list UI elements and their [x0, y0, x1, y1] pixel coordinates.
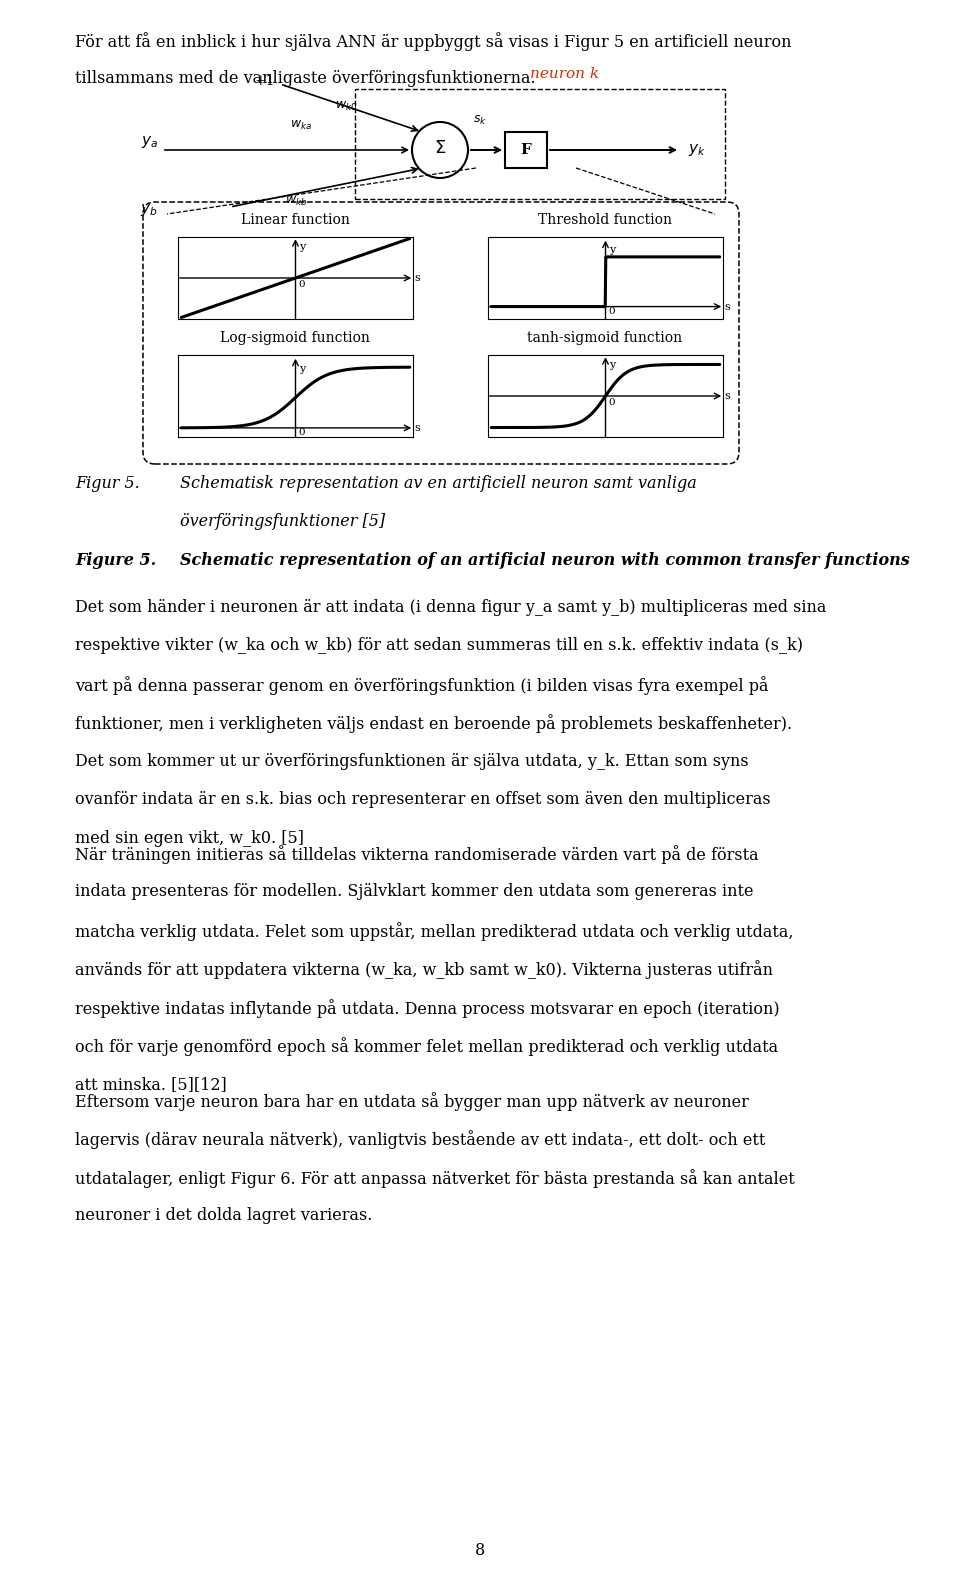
- Text: att minska. [5][12]: att minska. [5][12]: [75, 1076, 227, 1093]
- Text: och för varje genomförd epoch så kommer felet mellan predikterad och verklig utd: och för varje genomförd epoch så kommer …: [75, 1038, 779, 1057]
- Text: används för att uppdatera vikterna (w_ka, w_kb samt w_k0). Vikterna justeras uti: används för att uppdatera vikterna (w_ka…: [75, 960, 773, 979]
- Text: 8: 8: [475, 1543, 485, 1558]
- FancyBboxPatch shape: [505, 132, 547, 168]
- Text: Det som kommer ut ur överföringsfunktionen är själva utdata, y_k. Ettan som syns: Det som kommer ut ur överföringsfunktion…: [75, 752, 749, 770]
- Text: Schematic representation of an artificial neuron with common transfer functions: Schematic representation of an artificia…: [180, 552, 910, 570]
- Text: $s_k$: $s_k$: [473, 114, 487, 127]
- Text: Schematisk representation av en artificiell neuron samt vanliga: Schematisk representation av en artifici…: [180, 475, 697, 492]
- Text: matcha verklig utdata. Felet som uppstår, mellan predikterad utdata och verklig : matcha verklig utdata. Felet som uppstår…: [75, 922, 794, 941]
- Text: $w_{k0}$: $w_{k0}$: [335, 100, 357, 113]
- Text: med sin egen vikt, w_k0. [5]: med sin egen vikt, w_k0. [5]: [75, 830, 304, 847]
- Text: y: y: [300, 241, 305, 252]
- Text: s: s: [415, 422, 420, 433]
- Text: y: y: [610, 246, 615, 256]
- Text: lagervis (därav neurala nätverk), vanligtvis bestående av ett indata-, ett dolt-: lagervis (därav neurala nätverk), vanlig…: [75, 1130, 765, 1149]
- Text: Log-sigmoid function: Log-sigmoid function: [220, 332, 370, 344]
- Text: När träningen initieras så tilldelas vikterna randomiserade värden vart på de fö: När träningen initieras så tilldelas vik…: [75, 844, 758, 863]
- Text: respektive vikter (w_ka och w_kb) för att sedan summeras till en s.k. effektiv i: respektive vikter (w_ka och w_kb) för at…: [75, 638, 803, 654]
- Text: Eftersom varje neuron bara har en utdata så bygger man upp nätverk av neuroner: Eftersom varje neuron bara har en utdata…: [75, 1092, 749, 1111]
- Text: s: s: [415, 273, 420, 282]
- Text: Det som händer i neuronen är att indata (i denna figur y_a samt y_b) multiplicer: Det som händer i neuronen är att indata …: [75, 598, 827, 616]
- Text: $\Sigma$: $\Sigma$: [434, 140, 446, 157]
- Text: y: y: [300, 363, 305, 375]
- Text: s: s: [725, 390, 731, 402]
- Text: Linear function: Linear function: [241, 213, 349, 227]
- Text: tillsammans med de vanligaste överföringsfunktionerna.: tillsammans med de vanligaste överföring…: [75, 70, 536, 87]
- Text: neuron k: neuron k: [531, 67, 600, 81]
- Text: utdatalager, enligt Figur 6. För att anpassa nätverket för bästa prestanda så ka: utdatalager, enligt Figur 6. För att anp…: [75, 1170, 795, 1189]
- Text: vart på denna passerar genom en överföringsfunktion (i bilden visas fyra exempel: vart på denna passerar genom en överföri…: [75, 676, 769, 695]
- Text: s: s: [725, 302, 731, 311]
- Text: $w_{ka}$: $w_{ka}$: [290, 119, 312, 132]
- Text: indata presenteras för modellen. Självklart kommer den utdata som genereras inte: indata presenteras för modellen. Självkl…: [75, 884, 754, 900]
- Text: 0: 0: [299, 279, 305, 289]
- Text: respektive indatas inflytande på utdata. Denna process motsvarar en epoch (itera: respektive indatas inflytande på utdata.…: [75, 998, 780, 1017]
- Text: $y_a$: $y_a$: [141, 133, 158, 151]
- Text: neuroner i det dolda lagret varieras.: neuroner i det dolda lagret varieras.: [75, 1208, 372, 1225]
- Text: Figur 5.: Figur 5.: [75, 475, 140, 492]
- Text: Threshold function: Threshold function: [538, 213, 672, 227]
- Text: tanh-sigmoid function: tanh-sigmoid function: [527, 332, 683, 344]
- Text: +1: +1: [254, 75, 276, 87]
- Text: $y_b$: $y_b$: [140, 202, 158, 217]
- Text: y: y: [610, 360, 615, 370]
- Text: 0: 0: [299, 428, 305, 438]
- Text: $w_{kb}$: $w_{kb}$: [285, 195, 307, 208]
- Text: F: F: [520, 143, 532, 157]
- Text: ovanför indata är en s.k. bias och representerar en offset som även den multipli: ovanför indata är en s.k. bias och repre…: [75, 792, 771, 808]
- Text: $y_k$: $y_k$: [688, 141, 706, 159]
- Text: För att få en inblick i hur själva ANN är uppbyggt så visas i Figur 5 en artific: För att få en inblick i hur själva ANN ä…: [75, 32, 791, 51]
- Text: funktioner, men i verkligheten väljs endast en beroende på problemets beskaffenh: funktioner, men i verkligheten väljs end…: [75, 714, 792, 733]
- Text: 0: 0: [609, 398, 615, 406]
- Text: överföringsfunktioner [5]: överföringsfunktioner [5]: [180, 514, 385, 530]
- Text: Figure 5.: Figure 5.: [75, 552, 156, 570]
- Text: 0: 0: [609, 308, 615, 316]
